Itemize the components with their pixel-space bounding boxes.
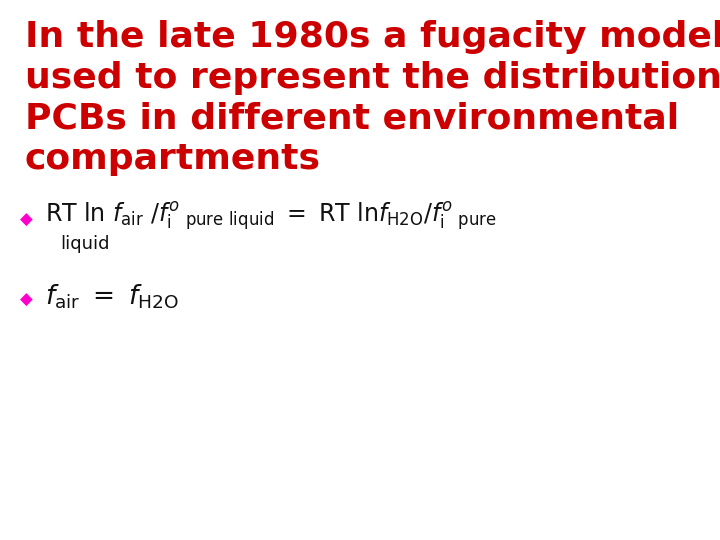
Text: $\mathrm{RT}$ $\mathrm{ln}$ $f_{\mathrm{air}}$ /$f_{\mathrm{i}}^{o}$$_{\mathrm{\: $\mathrm{RT}$ $\mathrm{ln}$ $f_{\mathrm{…	[45, 201, 497, 233]
Text: ◆: ◆	[20, 291, 32, 309]
Text: $f_{\mathrm{air}}$ $=$ $f_{\mathrm{H2O}}$: $f_{\mathrm{air}}$ $=$ $f_{\mathrm{H2O}}…	[45, 283, 179, 311]
Text: ◆: ◆	[20, 211, 32, 229]
Text: liquid: liquid	[60, 235, 109, 253]
Text: In the late 1980s a fugacity model was
used to represent the distribution of
PCB: In the late 1980s a fugacity model was u…	[25, 20, 720, 176]
